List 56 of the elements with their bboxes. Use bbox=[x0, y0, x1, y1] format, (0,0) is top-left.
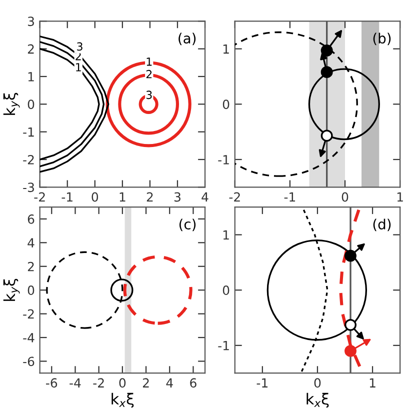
y-tick-label: -1 bbox=[218, 341, 229, 350]
y-tick-label: 1 bbox=[28, 72, 34, 82]
y-tick-label: 0 bbox=[28, 286, 34, 296]
y-tick-label: -1 bbox=[218, 155, 229, 164]
y-tick-label: -1 bbox=[23, 127, 34, 137]
x-tick-label: -1 bbox=[256, 378, 268, 388]
y-tick-label: 4 bbox=[28, 238, 34, 248]
x-tick-label: 2 bbox=[142, 378, 149, 388]
point bbox=[320, 66, 333, 78]
y-tick-label: 6 bbox=[28, 214, 34, 224]
x-tick-label: 1 bbox=[370, 378, 376, 388]
y-tick-label: 2 bbox=[28, 44, 34, 54]
annotation: 3 bbox=[146, 90, 152, 100]
x-tick-label: 0 bbox=[314, 378, 321, 388]
x-tick-label: -1 bbox=[62, 192, 72, 202]
x-tick-label: 6 bbox=[190, 378, 196, 388]
x-tick-label: 4 bbox=[166, 378, 173, 388]
x-tick-label: 0 bbox=[119, 378, 126, 388]
annotation: 1 bbox=[146, 58, 152, 66]
x-tick-label: 1 bbox=[120, 192, 126, 202]
y-tick-label: 0 bbox=[222, 286, 230, 296]
y-tick-label: -2 bbox=[23, 154, 34, 164]
x-tick-label: -4 bbox=[70, 378, 81, 388]
x-tick-label: -6 bbox=[46, 378, 58, 388]
point bbox=[320, 44, 333, 56]
x-tick-label: -2 bbox=[93, 378, 104, 388]
text: (d) bbox=[373, 218, 391, 232]
x-axis-title: k$_{x}$ξ bbox=[112, 392, 134, 408]
y-tick-label: 1 bbox=[223, 230, 229, 240]
x-tick-label: 0 bbox=[92, 192, 98, 202]
x-tick-label: -2 bbox=[34, 192, 45, 202]
y-tick-label: -4 bbox=[23, 333, 34, 342]
y-tick-label: 1 bbox=[223, 44, 229, 54]
y-tick-label: -3 bbox=[23, 182, 34, 192]
x-axis-title: k$_{x}$ξ bbox=[306, 392, 329, 408]
y-axis-title: k$_{y}$ξ bbox=[3, 278, 20, 301]
annotation: 3 bbox=[77, 42, 82, 51]
y-tick-label: -6 bbox=[23, 356, 34, 366]
annotation: 2 bbox=[146, 70, 152, 78]
y-tick-label: 0 bbox=[222, 100, 230, 110]
y-tick-label: 3 bbox=[28, 16, 34, 26]
annotation: 1 bbox=[76, 63, 81, 72]
x-tick-label: 1 bbox=[397, 192, 403, 202]
point bbox=[320, 130, 333, 142]
x-tick-label: 2 bbox=[146, 192, 153, 202]
y-tick-label: -2 bbox=[23, 309, 34, 319]
y-tick-label: 2 bbox=[28, 262, 34, 272]
x-tick-label: 0 bbox=[342, 192, 348, 202]
text: (b) bbox=[373, 32, 391, 46]
y-axis-title: k$_{y}$ξ bbox=[3, 92, 20, 115]
text: (a) bbox=[178, 32, 196, 46]
text: (c) bbox=[179, 218, 196, 232]
x-tick-label: -1 bbox=[284, 192, 296, 202]
x-tick-label: 3 bbox=[174, 192, 180, 202]
y-tick-label: 0 bbox=[28, 100, 34, 110]
x-tick-label: 4 bbox=[202, 192, 208, 202]
